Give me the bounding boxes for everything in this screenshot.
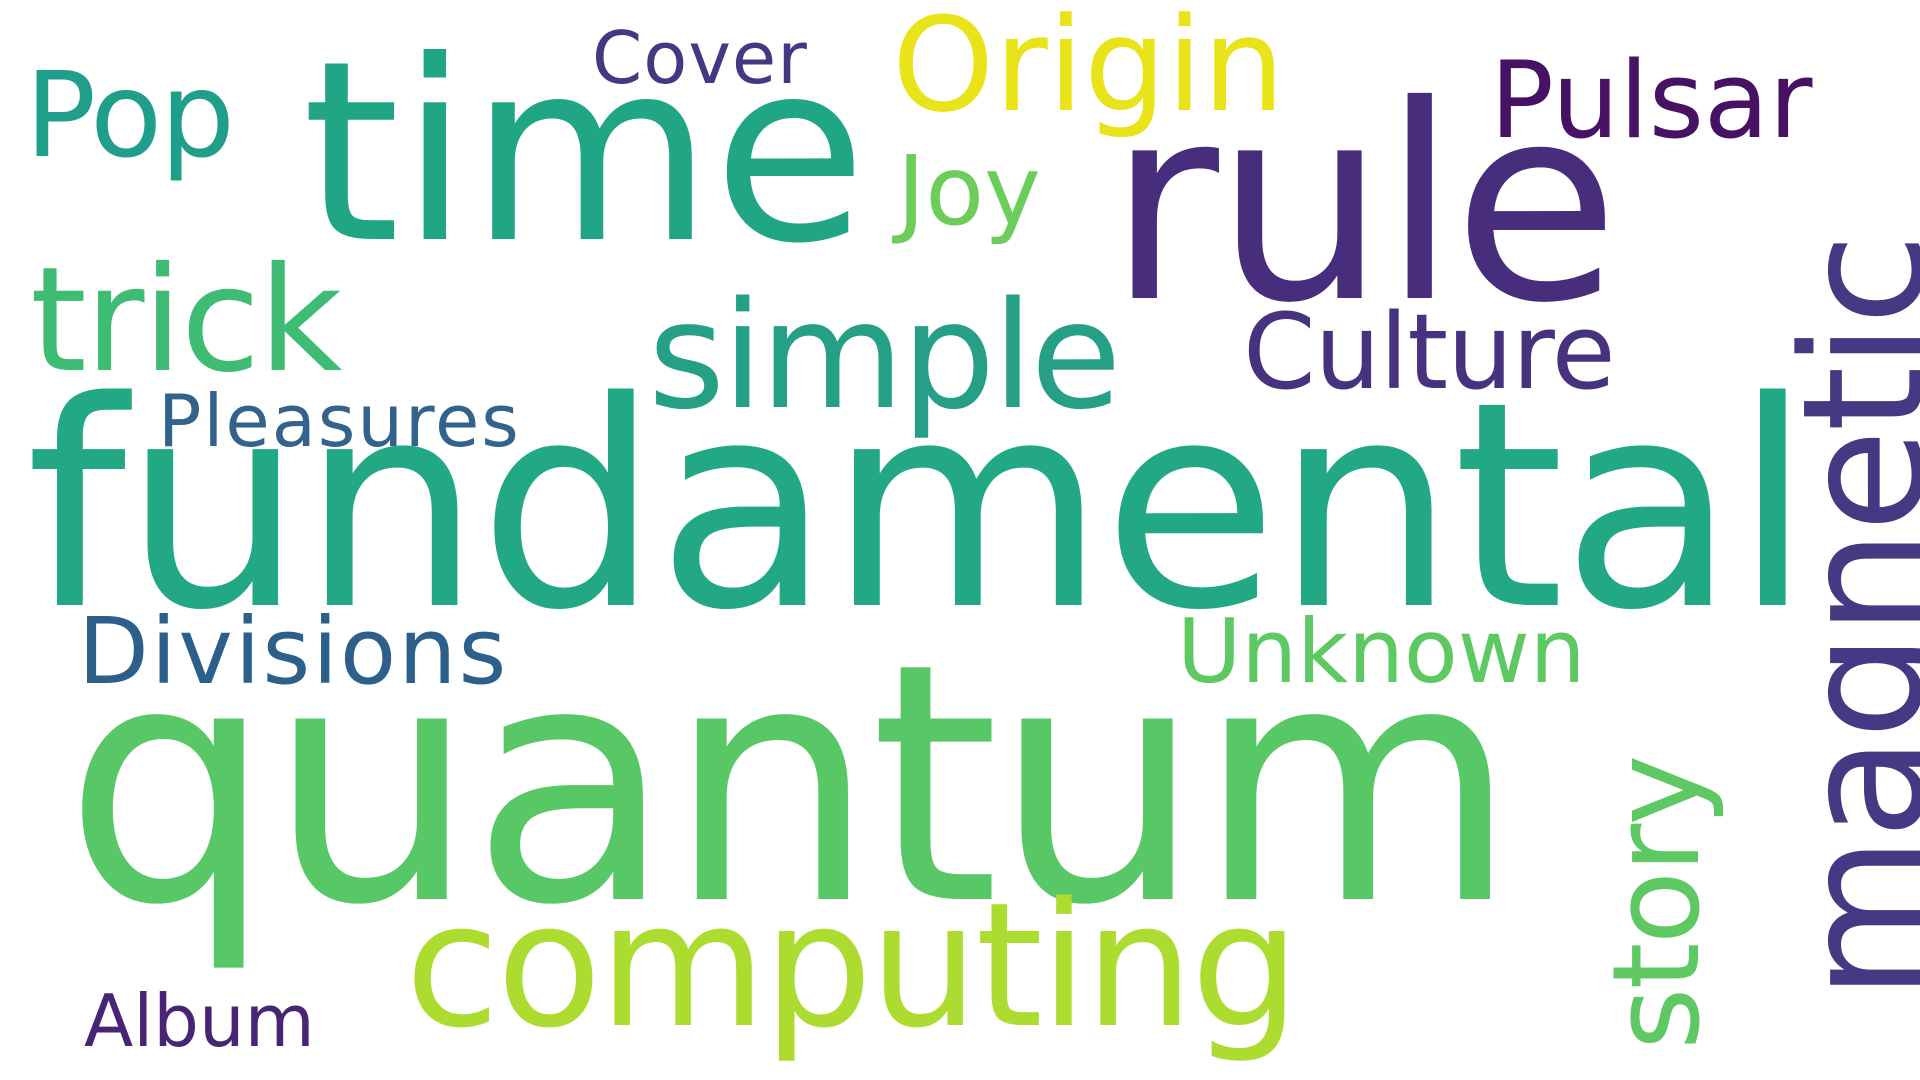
word-simple: simple [648,270,1122,442]
word-magnetic: magnetic [1766,236,1920,1000]
word-cover: Cover [592,16,808,100]
word-unknown: Unknown [1177,600,1586,703]
word-pulsar: Pulsar [1490,39,1813,162]
word-origin: Origin [892,0,1285,141]
word-computing: computing [405,865,1300,1066]
word-fundamental: fundamental [26,341,1812,673]
word-album: Album [84,979,315,1063]
word-time: time [302,7,867,298]
word-joy: Joy [897,135,1041,247]
word-pleasures: Pleasures [158,379,521,463]
word-quantum: quantum [64,593,1518,977]
word-rule: rule [1108,47,1619,362]
word-divisions: Divisions [78,598,509,705]
word-story: story [1588,756,1727,1050]
word-culture: Culture [1243,291,1616,413]
word-pop: Pop [25,46,235,184]
word-trick: trick [30,236,342,405]
